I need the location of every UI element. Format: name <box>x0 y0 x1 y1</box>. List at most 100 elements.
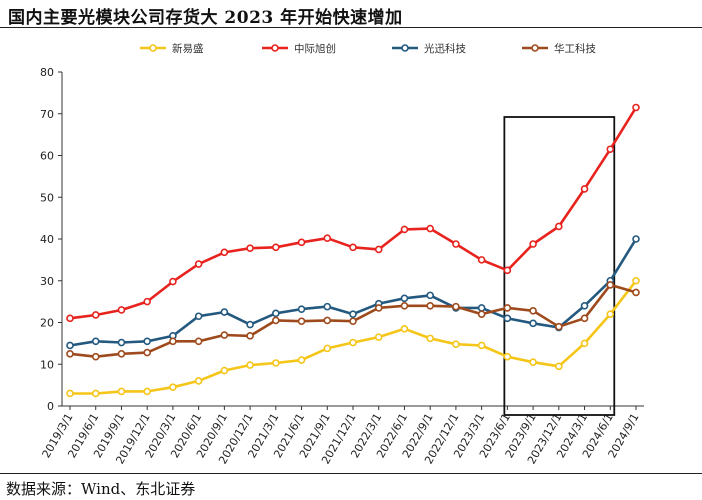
legend-item: 新易盛 <box>140 42 204 55</box>
data-point <box>220 331 229 339</box>
data-point <box>66 341 74 350</box>
data-point <box>477 310 486 318</box>
data-point <box>66 350 74 358</box>
data-point <box>529 358 537 366</box>
data-point <box>580 185 589 193</box>
data-point <box>400 301 409 310</box>
series-group <box>66 276 640 398</box>
data-point <box>529 240 537 248</box>
data-point <box>580 301 589 310</box>
data-point <box>426 334 434 343</box>
data-point <box>66 389 74 398</box>
data-point <box>91 389 100 398</box>
data-point <box>297 305 306 313</box>
data-point <box>169 383 177 392</box>
data-point <box>426 291 434 300</box>
series-line <box>69 238 638 347</box>
series-group <box>66 103 640 323</box>
data-point <box>220 248 229 257</box>
title-rule <box>0 27 702 28</box>
data-point <box>555 362 563 371</box>
data-point <box>143 337 151 346</box>
series-group <box>66 281 640 361</box>
line-chart: 010203040506070802019/3/12019/6/12019/9/… <box>40 42 644 466</box>
data-point <box>323 302 332 311</box>
data-point <box>606 145 615 154</box>
data-point <box>400 225 409 234</box>
data-point <box>220 366 229 375</box>
legend-label: 光迅科技 <box>424 42 466 55</box>
legend-swatch-marker <box>401 44 409 52</box>
data-point <box>503 352 512 361</box>
data-point <box>272 309 280 318</box>
data-source-note: 数据来源：Wind、东北证券 <box>6 480 196 498</box>
data-point <box>194 312 203 321</box>
data-point <box>426 301 434 310</box>
source-rule <box>0 473 702 474</box>
data-point <box>349 243 357 252</box>
data-point <box>246 320 254 329</box>
data-point <box>272 243 280 252</box>
legend-item: 中际旭创 <box>262 42 336 55</box>
data-point <box>503 314 512 323</box>
y-tick-label: 60 <box>40 150 54 163</box>
data-point <box>632 103 640 112</box>
legend-label: 中际旭创 <box>294 42 336 55</box>
y-tick-label: 50 <box>40 191 54 204</box>
data-point <box>503 304 512 312</box>
y-tick-label: 40 <box>40 233 54 246</box>
chart-title: 国内主要光模块公司存货大 2023 年开始快速增加 <box>8 8 403 28</box>
data-point <box>66 314 74 323</box>
data-point <box>169 277 177 286</box>
data-point <box>297 317 306 326</box>
data-point <box>272 316 280 325</box>
data-point <box>246 244 254 252</box>
data-point <box>143 387 151 396</box>
data-point <box>400 294 409 303</box>
data-point <box>477 341 486 350</box>
data-point <box>169 337 177 346</box>
data-point <box>452 302 460 311</box>
data-point <box>632 288 640 297</box>
data-point <box>91 352 100 361</box>
data-point <box>400 324 409 333</box>
y-tick-label: 20 <box>40 317 54 330</box>
data-point <box>194 337 203 346</box>
data-point <box>297 238 306 247</box>
data-point <box>117 306 126 314</box>
data-point <box>349 338 357 347</box>
y-tick-label: 70 <box>40 108 54 121</box>
data-point <box>477 256 486 264</box>
data-point <box>349 317 357 326</box>
data-point <box>194 260 203 268</box>
legend-label: 新易盛 <box>172 42 204 55</box>
data-point <box>323 234 332 242</box>
data-point <box>374 333 383 341</box>
data-point <box>323 316 332 325</box>
data-point <box>529 319 537 328</box>
data-point <box>117 350 126 358</box>
data-point <box>220 308 229 316</box>
data-point <box>297 356 306 364</box>
legend-swatch-marker <box>531 44 539 52</box>
data-point <box>555 222 563 231</box>
data-point <box>323 344 332 353</box>
data-point <box>452 240 460 248</box>
y-tick-label: 10 <box>40 358 54 371</box>
data-point <box>452 340 460 349</box>
data-point <box>606 281 615 289</box>
data-point <box>91 337 100 346</box>
data-point <box>606 310 615 318</box>
data-point <box>426 224 434 233</box>
data-point <box>477 304 486 312</box>
data-point <box>632 276 640 285</box>
data-point <box>529 307 537 315</box>
data-point <box>246 361 254 369</box>
highlight-box <box>503 116 616 416</box>
legend-item: 光迅科技 <box>392 42 466 55</box>
legend-item: 华工科技 <box>522 42 596 55</box>
data-point <box>503 266 512 275</box>
y-tick-label: 80 <box>40 66 54 79</box>
legend-swatch-marker <box>271 44 279 52</box>
data-point <box>580 314 589 323</box>
